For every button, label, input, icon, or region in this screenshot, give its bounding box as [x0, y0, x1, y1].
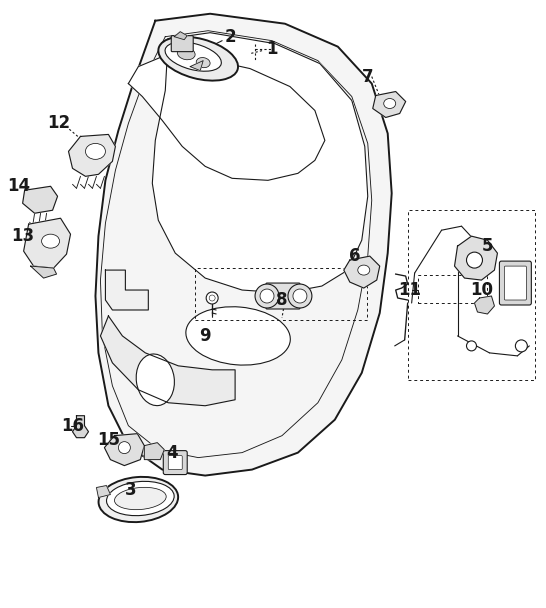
Ellipse shape: [136, 354, 174, 406]
Circle shape: [288, 284, 312, 308]
Text: 13: 13: [11, 227, 34, 245]
Text: 15: 15: [97, 430, 120, 449]
FancyBboxPatch shape: [168, 455, 182, 469]
Text: 6: 6: [349, 247, 360, 265]
Polygon shape: [23, 218, 70, 268]
Text: 1: 1: [266, 40, 278, 58]
FancyBboxPatch shape: [500, 261, 531, 305]
Text: 3: 3: [124, 480, 136, 499]
Ellipse shape: [115, 488, 166, 510]
Circle shape: [466, 252, 483, 268]
Polygon shape: [454, 236, 497, 280]
Text: 12: 12: [47, 114, 70, 133]
Polygon shape: [174, 32, 187, 40]
Ellipse shape: [158, 36, 238, 81]
Ellipse shape: [86, 143, 105, 159]
Polygon shape: [100, 316, 235, 406]
FancyBboxPatch shape: [266, 283, 300, 309]
Circle shape: [260, 289, 274, 303]
Polygon shape: [105, 270, 149, 310]
Polygon shape: [31, 266, 57, 278]
Ellipse shape: [165, 42, 221, 71]
Ellipse shape: [98, 477, 178, 522]
Polygon shape: [144, 443, 164, 460]
Polygon shape: [474, 296, 495, 314]
Ellipse shape: [106, 482, 174, 516]
Circle shape: [255, 284, 279, 308]
Polygon shape: [190, 61, 203, 71]
Ellipse shape: [384, 98, 396, 108]
Polygon shape: [68, 134, 115, 176]
Polygon shape: [128, 57, 325, 181]
Polygon shape: [73, 416, 88, 438]
Circle shape: [118, 441, 130, 454]
FancyBboxPatch shape: [505, 266, 526, 300]
Ellipse shape: [177, 47, 195, 60]
Text: 14: 14: [7, 178, 30, 195]
Ellipse shape: [196, 58, 210, 67]
Text: 2: 2: [224, 28, 236, 46]
Polygon shape: [97, 486, 110, 497]
Polygon shape: [104, 434, 144, 466]
Polygon shape: [22, 186, 57, 213]
Text: 8: 8: [276, 291, 288, 309]
Circle shape: [466, 341, 477, 351]
FancyBboxPatch shape: [163, 451, 187, 475]
Ellipse shape: [41, 234, 60, 248]
Text: 4: 4: [167, 444, 178, 461]
Text: 10: 10: [470, 281, 493, 299]
Text: 9: 9: [199, 327, 211, 345]
Circle shape: [209, 295, 215, 301]
Polygon shape: [344, 256, 379, 288]
FancyBboxPatch shape: [171, 36, 193, 52]
Text: 11: 11: [398, 281, 421, 299]
Text: 7: 7: [362, 67, 373, 86]
Circle shape: [293, 289, 307, 303]
Text: 5: 5: [482, 237, 493, 255]
Polygon shape: [96, 14, 391, 475]
Circle shape: [206, 292, 218, 304]
Circle shape: [515, 340, 527, 352]
Bar: [418, 275, 488, 303]
Bar: [408, 210, 535, 380]
Polygon shape: [152, 33, 368, 293]
Ellipse shape: [186, 307, 290, 365]
Bar: [195, 268, 367, 320]
Text: 16: 16: [61, 416, 84, 435]
Ellipse shape: [358, 265, 370, 275]
Polygon shape: [373, 92, 406, 117]
